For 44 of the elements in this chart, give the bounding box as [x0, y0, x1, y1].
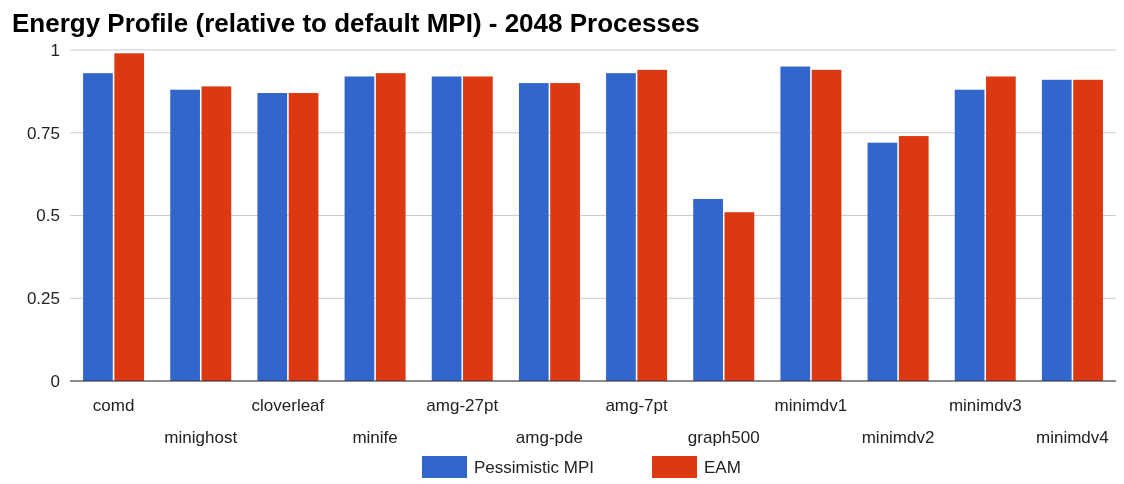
bar	[518, 83, 549, 381]
x-tick-label: graph500	[687, 428, 760, 447]
bar	[114, 53, 145, 381]
bar	[724, 212, 755, 381]
bar	[606, 73, 636, 381]
legend-label: EAM	[704, 457, 741, 477]
x-tick-label: amg-27pt	[426, 396, 499, 415]
bar	[431, 76, 462, 381]
bar	[693, 198, 723, 381]
bar	[257, 93, 288, 381]
y-tick-label: 0.5	[36, 206, 60, 226]
bar	[550, 83, 580, 381]
x-tick-label: amg-7pt	[605, 396, 669, 415]
bar	[954, 89, 985, 381]
chart-title: Energy Profile (relative to default MPI) - 2048 Processes	[12, 8, 700, 38]
bar	[1041, 79, 1072, 381]
x-tick-label: minife	[352, 428, 398, 447]
bar	[288, 93, 319, 381]
x-tick-label: cloverleaf	[251, 396, 325, 415]
y-tick-label: 0.25	[26, 289, 60, 309]
bar	[344, 76, 375, 381]
x-tick-label: minimdv1	[774, 396, 848, 415]
bar	[811, 69, 842, 381]
bar	[867, 142, 898, 381]
y-tick-label: 0.75	[26, 123, 60, 143]
y-tick-label: 0	[50, 371, 60, 391]
bar	[780, 66, 811, 381]
legend-label: Pessimistic MPI	[474, 457, 594, 477]
x-tick-label: minimdv2	[861, 428, 935, 447]
bar	[375, 73, 406, 381]
x-tick-label: minimdv3	[948, 396, 1022, 415]
y-tick-label: 1	[50, 40, 60, 60]
x-tick-label: minighost	[164, 428, 238, 447]
bar	[986, 76, 1016, 381]
bar	[637, 69, 668, 381]
bar	[898, 136, 929, 381]
bar	[201, 86, 232, 381]
bar	[463, 76, 493, 381]
bar	[1073, 79, 1103, 381]
x-tick-label: comd	[92, 396, 135, 415]
x-tick-label: minimdv4	[1036, 428, 1109, 447]
x-tick-label: amg-pde	[515, 428, 583, 447]
bar	[83, 73, 113, 381]
bar	[170, 89, 200, 381]
